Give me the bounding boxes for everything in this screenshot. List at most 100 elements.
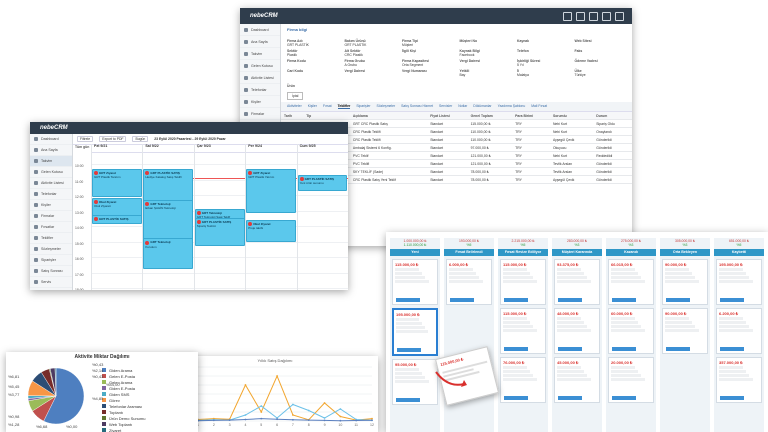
filter-button[interactable]: Filtrele (77, 136, 94, 142)
data-point[interactable] (323, 419, 326, 422)
sidebar-item[interactable]: Gelen Kutusu (240, 60, 280, 72)
data-point[interactable] (371, 417, 373, 420)
data-point[interactable] (339, 415, 342, 418)
card-action-button[interactable] (450, 298, 474, 302)
column-header[interactable]: Fırsat Revize Ediliyor (498, 249, 548, 256)
deal-card[interactable]: 95.000,00 ₺ (392, 359, 438, 405)
sidebar-item[interactable]: Aktivite Listesi (30, 178, 72, 189)
data-point[interactable] (212, 419, 215, 422)
calendar-event[interactable]: GRT Ziyaret GRT Plastik Tanıtım (92, 168, 142, 198)
tab[interactable]: Sözleşmeler (376, 104, 396, 108)
deal-card[interactable]: 48.000,00 ₺ (554, 308, 600, 354)
data-point[interactable] (339, 408, 342, 410)
column-header[interactable]: Para Birimi (512, 112, 550, 120)
data-point[interactable] (339, 419, 342, 422)
deal-card[interactable]: 195.000,00 ₺ (716, 259, 762, 305)
calendar-event[interactable]: GRT PLASTİK SATIŞ Sipariş Teslimi (194, 218, 245, 246)
sidebar-item[interactable]: Dashboard (30, 134, 72, 145)
column-header[interactable]: Durum (593, 112, 632, 120)
data-point[interactable] (307, 409, 310, 412)
pie-slice[interactable] (54, 367, 57, 397)
card-action-button[interactable] (397, 348, 421, 352)
card-action-button[interactable] (612, 347, 636, 351)
data-point[interactable] (307, 419, 310, 421)
column-header[interactable]: Açıklama (349, 112, 428, 120)
card-action-button[interactable] (504, 298, 528, 302)
cancel-button[interactable]: İptal (287, 92, 304, 100)
deal-card[interactable]: 357.000,00 ₺ (716, 357, 762, 403)
pie-slice[interactable] (43, 367, 85, 425)
sidebar-item[interactable]: Kişiler (240, 96, 280, 108)
card-action-button[interactable] (396, 298, 420, 302)
sidebar-item[interactable]: Servis (30, 277, 72, 288)
card-action-button[interactable] (612, 396, 636, 400)
day-column[interactable]: Çar 9/23 (193, 144, 247, 290)
deal-card[interactable]: 90.000,00 ₺ (662, 308, 708, 354)
data-point[interactable] (260, 411, 263, 413)
calendar-event[interactable]: GRT PLASTİK SATIŞ Yeni ürün sunumu (297, 174, 348, 192)
card-action-button[interactable] (558, 298, 582, 302)
sidebar-item[interactable]: Telefonlar (240, 84, 280, 96)
sidebar-item[interactable]: Sözleşmeler (30, 244, 72, 255)
deal-card[interactable]: 45.000,00 ₺ (554, 357, 600, 403)
deal-card[interactable]: 76.000,00 ₺ (500, 357, 546, 403)
column-header[interactable]: Fırsat Belirlendi (444, 249, 494, 256)
tab[interactable]: Kişiler (307, 104, 317, 108)
data-point[interactable] (244, 414, 247, 416)
data-point[interactable] (244, 384, 247, 386)
card-action-button[interactable] (720, 298, 744, 302)
data-point[interactable] (292, 403, 294, 406)
column-header[interactable]: Yeni (390, 249, 440, 256)
deal-card[interactable]: 115.000,00 ₺ (500, 308, 546, 354)
sidebar-item[interactable]: Takvim (30, 156, 72, 167)
mail-icon[interactable] (563, 11, 572, 21)
data-point[interactable] (276, 375, 278, 377)
data-point[interactable] (292, 418, 294, 421)
card-action-button[interactable] (720, 396, 744, 400)
column-header[interactable]: Kaybetti (714, 249, 764, 256)
column-header[interactable]: Tarih (281, 112, 304, 120)
user-icon[interactable] (615, 11, 624, 21)
tab[interactable]: Dökümanlar (473, 104, 492, 108)
sidebar-item[interactable]: Siparişler (30, 255, 72, 266)
deal-card[interactable]: 93.375,00 ₺ (554, 259, 600, 305)
column-header[interactable]: Müşteri Kararında (552, 249, 602, 256)
card-action-button[interactable] (666, 298, 690, 302)
card-action-button[interactable] (558, 347, 582, 351)
tab[interactable]: Teklifler (337, 104, 351, 109)
day-column[interactable]: Per 9/24 (245, 144, 298, 290)
day-column[interactable]: Sal 9/22 (142, 144, 195, 290)
tab[interactable]: Aktiviteler (287, 104, 302, 108)
deal-card[interactable]: 6.200,00 ₺ (716, 308, 762, 354)
calendar-event[interactable]: GRT Teknoloji Kurulum (143, 238, 194, 269)
deal-card[interactable]: 195.000,00 ₺ (392, 308, 438, 356)
deal-card[interactable]: 6.000,00 ₺ (446, 259, 492, 305)
tab[interactable]: Notlar (458, 104, 468, 108)
sidebar-item[interactable]: Ana Sayfa (30, 145, 72, 156)
card-action-button[interactable] (558, 396, 582, 400)
deal-card[interactable]: 60.000,00 ₺ (608, 308, 654, 354)
sidebar-item[interactable]: Firmalar (240, 108, 280, 120)
data-point[interactable] (292, 414, 294, 416)
sidebar-item[interactable]: Kişiler (30, 200, 72, 211)
card-action-button[interactable] (720, 347, 744, 351)
calendar-event[interactable]: GRT Ziyaret GRT Plastik Yatırım (246, 168, 297, 213)
card-action-button[interactable] (612, 298, 636, 302)
sidebar-item[interactable]: Ana Sayfa (240, 36, 280, 48)
column-header[interactable]: Sorumlu (549, 112, 594, 120)
sidebar-item[interactable]: Teklifler (30, 233, 72, 244)
tab[interactable]: Yazdırma Şablonu (497, 104, 526, 108)
data-point[interactable] (323, 402, 326, 404)
data-point[interactable] (276, 418, 278, 421)
column-header[interactable]: Kazandı (606, 249, 656, 256)
tab[interactable]: Mali Fırsat (531, 104, 548, 108)
data-point[interactable] (228, 419, 231, 421)
tab[interactable]: Fırsat (322, 104, 332, 108)
deal-card[interactable]: 90.000,00 ₺ (662, 259, 708, 305)
sidebar-item[interactable]: Dashboard (240, 24, 280, 36)
data-point[interactable] (371, 419, 373, 422)
column-header[interactable]: Orta Bekleyen (660, 249, 710, 256)
data-point[interactable] (260, 417, 263, 420)
column-header[interactable]: Tip (303, 112, 350, 120)
day-column[interactable]: Cum 9/25 (296, 144, 348, 290)
